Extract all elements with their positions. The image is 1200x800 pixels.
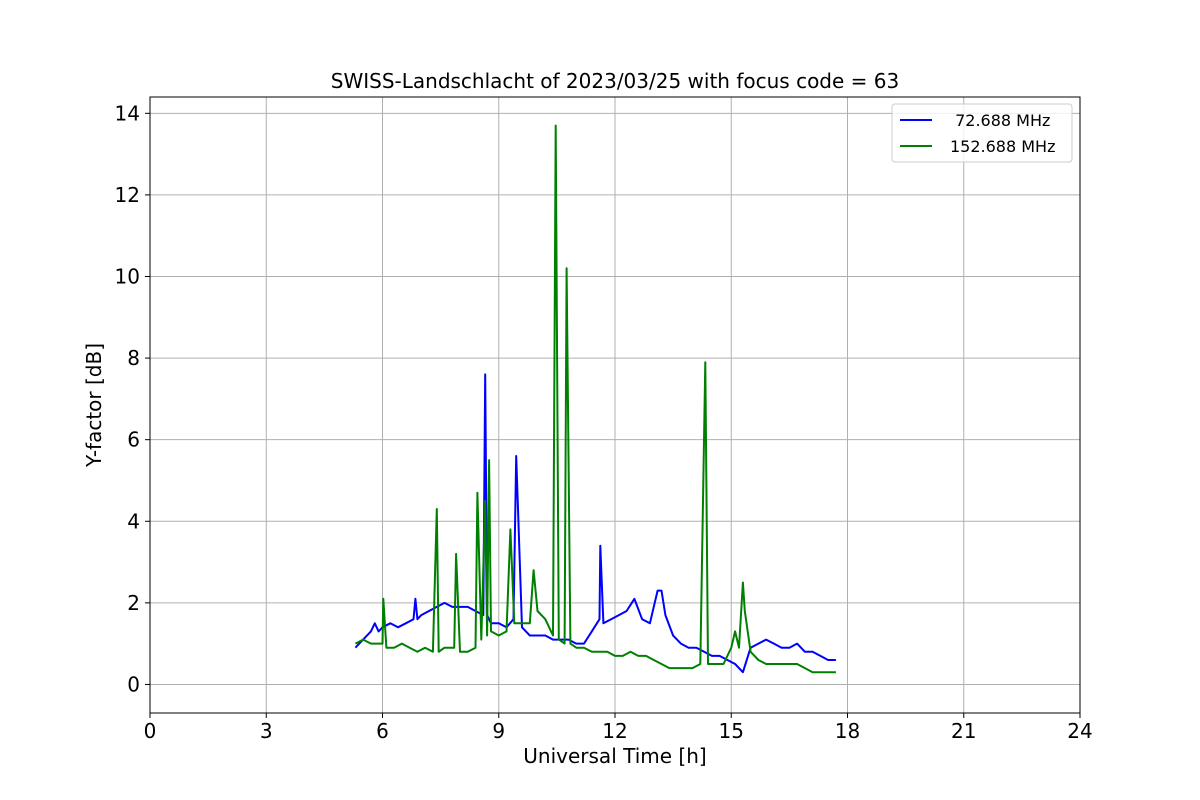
- x-tick-label: 12: [602, 719, 627, 743]
- legend-label: 152.688 MHz: [950, 137, 1055, 156]
- legend: 72.688 MHz 152.688 MHz: [891, 103, 1073, 163]
- y-tick-label: 6: [127, 428, 140, 452]
- y-tick-label: 4: [127, 509, 140, 533]
- y-tick-label: 8: [127, 346, 140, 370]
- x-tick-label: 21: [951, 719, 976, 743]
- y-tick-label: 12: [115, 183, 140, 207]
- x-tick-label: 3: [260, 719, 273, 743]
- x-tick-label: 15: [719, 719, 744, 743]
- legend-box: [891, 103, 1073, 163]
- x-tick-label: 6: [376, 719, 389, 743]
- series-layer: [354, 124, 836, 674]
- x-axis-title: Universal Time [h]: [523, 744, 706, 768]
- x-tick-label: 9: [492, 719, 505, 743]
- chart-title: SWISS-Landschlacht of 2023/03/25 with fo…: [331, 69, 899, 93]
- y-tick-label: 2: [127, 591, 140, 615]
- y-axis-title: Y-factor [dB]: [82, 343, 106, 468]
- y-tick-label: 0: [127, 672, 140, 696]
- series-line-green: [354, 124, 836, 674]
- y-tick-label: 14: [115, 101, 140, 125]
- x-tick-label: 18: [835, 719, 860, 743]
- series-line-blue: [354, 373, 836, 674]
- legend-label: 72.688 MHz: [950, 111, 1050, 130]
- x-tick-label: 0: [144, 719, 157, 743]
- x-tick-label: 24: [1067, 719, 1092, 743]
- y-tick-label: 10: [115, 264, 140, 288]
